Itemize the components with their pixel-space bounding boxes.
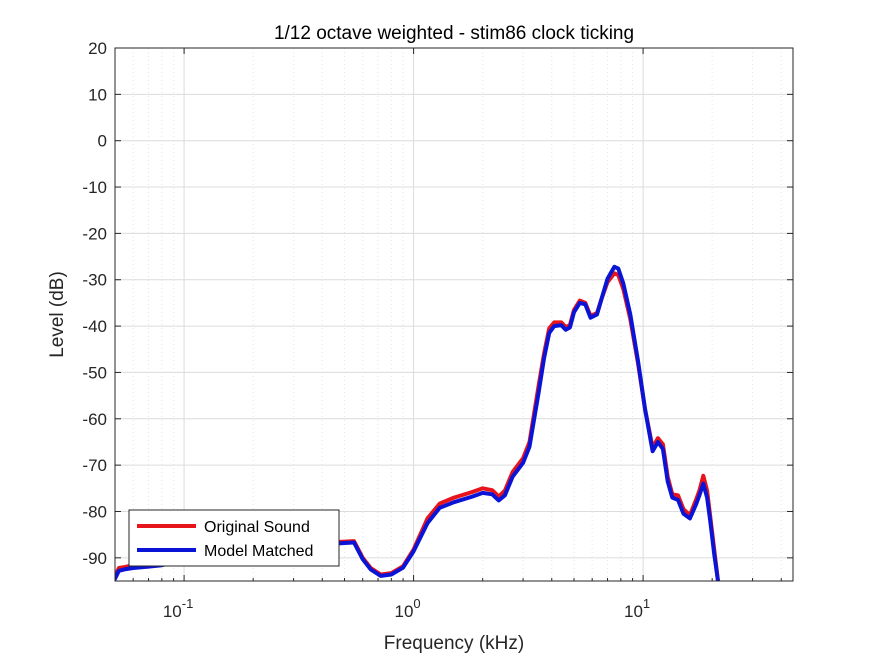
plot-frame [114, 47, 794, 582]
x-axis-label: Frequency (kHz) [384, 633, 524, 654]
grid [114, 47, 793, 581]
plot-area [115, 48, 793, 581]
y-axis-label: Level (dB) [47, 271, 68, 358]
legend-entry-label: Model Matched [204, 543, 313, 560]
y-tick-label: -80 [82, 502, 107, 521]
y-tick-label: -10 [82, 178, 107, 197]
chart-title: 1/12 octave weighted - stim86 clock tick… [274, 23, 634, 44]
y-tick-label: -20 [82, 224, 107, 243]
x-tick-label: 100 [395, 596, 421, 621]
y-tick-label: -50 [82, 363, 107, 382]
y-tick-label: -90 [82, 549, 107, 568]
x-tick-label: 101 [624, 596, 650, 621]
y-tick-label: -40 [82, 317, 107, 336]
y-tick-label: 20 [88, 39, 107, 58]
y-tick-label: -60 [82, 410, 107, 429]
y-tick-label: -30 [82, 271, 107, 290]
y-tick-label: 10 [88, 85, 107, 104]
y-tick-label: 0 [98, 132, 107, 151]
y-tick-label: -70 [82, 456, 107, 475]
legend: Original Sound Model Matched [128, 509, 340, 567]
legend-entry-label: Original Sound [204, 519, 310, 536]
x-tick-label: 10-1 [163, 596, 193, 621]
legend-box [128, 509, 340, 567]
